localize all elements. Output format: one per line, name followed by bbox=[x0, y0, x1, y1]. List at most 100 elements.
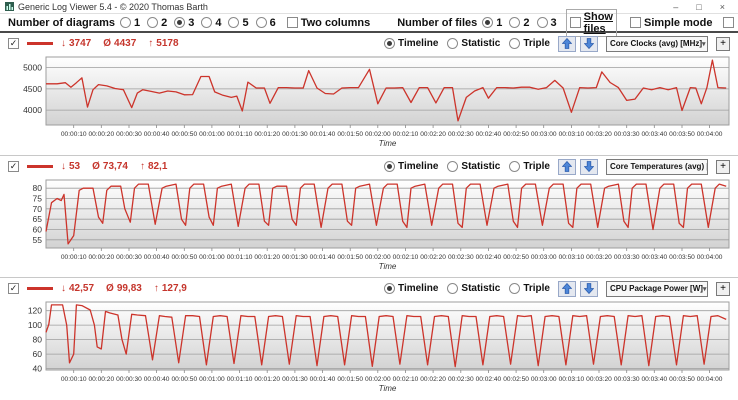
svg-text:100: 100 bbox=[28, 320, 42, 330]
radio-icon[interactable] bbox=[509, 38, 521, 49]
radio-label: 1 bbox=[133, 16, 141, 29]
radio-option-triple[interactable]: Triple bbox=[509, 38, 550, 49]
two-columns-label[interactable]: Two columns bbox=[300, 16, 371, 29]
radio-icon[interactable] bbox=[509, 161, 521, 172]
radio-option-1[interactable]: 1 bbox=[119, 16, 141, 29]
radio-icon[interactable] bbox=[384, 283, 396, 294]
dark-mode-checkbox[interactable]: Dark mode bbox=[723, 17, 738, 29]
maximize-button[interactable]: □ bbox=[696, 1, 702, 12]
svg-text:00:02:10: 00:02:10 bbox=[393, 131, 419, 138]
radio-option-timeline[interactable]: Timeline bbox=[384, 38, 438, 49]
radio-option-statistic[interactable]: Statistic bbox=[447, 38, 500, 49]
simple-mode-label[interactable]: Simple mode bbox=[643, 16, 713, 29]
radio-option-2[interactable]: 2 bbox=[509, 17, 530, 29]
simple-mode-checkbox-box[interactable] bbox=[629, 17, 641, 28]
radio-option-timeline[interactable]: Timeline bbox=[384, 161, 438, 172]
radio-option-4[interactable]: 4 bbox=[201, 17, 221, 29]
radio-icon[interactable] bbox=[384, 38, 396, 49]
stat-max-value: 82,1 bbox=[147, 161, 168, 172]
metric-dropdown[interactable]: CPU Package Power [W] ▾ bbox=[606, 280, 708, 297]
svg-text:00:01:30: 00:01:30 bbox=[282, 131, 308, 138]
radio-icon[interactable] bbox=[384, 161, 396, 172]
radio-option-triple[interactable]: Triple bbox=[509, 161, 550, 172]
radio-icon[interactable] bbox=[447, 283, 459, 294]
svg-text:00:00:50: 00:00:50 bbox=[171, 254, 197, 261]
two-columns-checkbox-box[interactable] bbox=[286, 17, 298, 28]
svg-text:55: 55 bbox=[33, 235, 43, 245]
svg-text:00:00:50: 00:00:50 bbox=[171, 131, 197, 138]
panel-up-button[interactable] bbox=[558, 280, 576, 297]
show-files-checkbox-box[interactable] bbox=[569, 17, 581, 28]
add-diagram-button[interactable]: + bbox=[716, 159, 730, 174]
radio-icon[interactable] bbox=[228, 17, 240, 28]
radio-icon[interactable] bbox=[447, 38, 459, 49]
panel-up-button[interactable] bbox=[558, 35, 576, 52]
radio-icon[interactable] bbox=[509, 17, 521, 28]
radio-icon[interactable] bbox=[447, 161, 459, 172]
panel-down-button[interactable] bbox=[580, 158, 598, 175]
add-diagram-button[interactable]: + bbox=[716, 36, 730, 51]
stat-min-value: 53 bbox=[69, 161, 81, 172]
radio-option-1[interactable]: 1 bbox=[482, 17, 502, 29]
svg-text:00:01:50: 00:01:50 bbox=[337, 376, 363, 383]
radio-label: Triple bbox=[523, 161, 550, 172]
radio-icon[interactable] bbox=[201, 17, 213, 28]
panel-down-button[interactable] bbox=[580, 280, 598, 297]
svg-text:00:03:30: 00:03:30 bbox=[614, 131, 640, 138]
simple-mode-checkbox[interactable]: Simple mode bbox=[629, 16, 713, 29]
radio-option-3[interactable]: 3 bbox=[536, 17, 557, 29]
svg-text:00:03:30: 00:03:30 bbox=[614, 254, 640, 261]
svg-text:00:01:10: 00:01:10 bbox=[227, 131, 253, 138]
radio-icon[interactable] bbox=[509, 283, 521, 294]
radio-icon[interactable] bbox=[482, 17, 494, 28]
panel-up-button[interactable] bbox=[558, 158, 576, 175]
radio-option-statistic[interactable]: Statistic bbox=[447, 283, 500, 294]
files-label: Number of files bbox=[397, 16, 478, 29]
close-button[interactable]: × bbox=[719, 1, 725, 12]
radio-icon[interactable] bbox=[255, 17, 267, 28]
metric-dropdown[interactable]: Core Temperatures (avg) [°C] ▾ bbox=[606, 158, 708, 175]
diagrams-label: Number of diagrams bbox=[8, 16, 115, 29]
panel-down-button[interactable] bbox=[580, 35, 598, 52]
svg-text:00:02:40: 00:02:40 bbox=[476, 376, 502, 383]
radio-option-6[interactable]: 6 bbox=[255, 17, 276, 29]
svg-text:00:03:10: 00:03:10 bbox=[559, 376, 585, 383]
radio-icon[interactable] bbox=[536, 17, 548, 28]
svg-text:00:02:30: 00:02:30 bbox=[448, 376, 474, 383]
series-visible-checkbox[interactable] bbox=[8, 283, 19, 294]
series-visible-checkbox[interactable] bbox=[8, 38, 19, 49]
radio-option-5[interactable]: 5 bbox=[228, 17, 249, 29]
series-visible-checkbox[interactable] bbox=[8, 161, 19, 172]
metric-dropdown-value: Core Temperatures (avg) [°C] bbox=[610, 162, 707, 171]
stat-avg-value: 4437 bbox=[114, 38, 137, 49]
show-files-label[interactable]: Show files bbox=[583, 10, 613, 35]
stat-avg-value: 73,74 bbox=[102, 161, 128, 172]
max-icon: ↑ bbox=[139, 161, 145, 172]
series-color-swatch bbox=[27, 287, 53, 290]
radio-icon[interactable] bbox=[174, 17, 186, 28]
metric-dropdown[interactable]: Core Clocks (avg) [MHz] ▾ bbox=[606, 35, 708, 52]
dark-mode-checkbox-box[interactable] bbox=[723, 17, 735, 28]
svg-text:60: 60 bbox=[33, 225, 43, 235]
radio-icon[interactable] bbox=[119, 17, 131, 28]
svg-text:00:01:50: 00:01:50 bbox=[337, 131, 363, 138]
svg-text:75: 75 bbox=[33, 194, 43, 204]
svg-text:00:02:00: 00:02:00 bbox=[365, 254, 391, 261]
minimize-button[interactable]: – bbox=[673, 1, 679, 12]
add-diagram-button[interactable]: + bbox=[716, 281, 730, 296]
arrow-up-icon bbox=[562, 38, 572, 49]
series-stats: ↓ 42,57 Ø 99,83 ↑ 127,9 bbox=[61, 283, 187, 294]
radio-option-3[interactable]: 3 bbox=[174, 17, 194, 29]
chart-panel-core-temperatures: ↓53 Ø73,74 ↑82,1 Timeline Statistic Triple… bbox=[0, 155, 738, 277]
radio-option-triple[interactable]: Triple bbox=[509, 283, 550, 294]
show-files-checkbox[interactable]: Show files bbox=[565, 8, 617, 37]
radio-option-2[interactable]: 2 bbox=[147, 17, 167, 29]
two-columns-checkbox[interactable]: Two columns bbox=[286, 16, 371, 29]
radio-option-timeline[interactable]: Timeline bbox=[384, 283, 438, 294]
radio-option-statistic[interactable]: Statistic bbox=[447, 161, 500, 172]
series-color-swatch bbox=[27, 165, 53, 168]
radio-icon[interactable] bbox=[147, 17, 159, 28]
